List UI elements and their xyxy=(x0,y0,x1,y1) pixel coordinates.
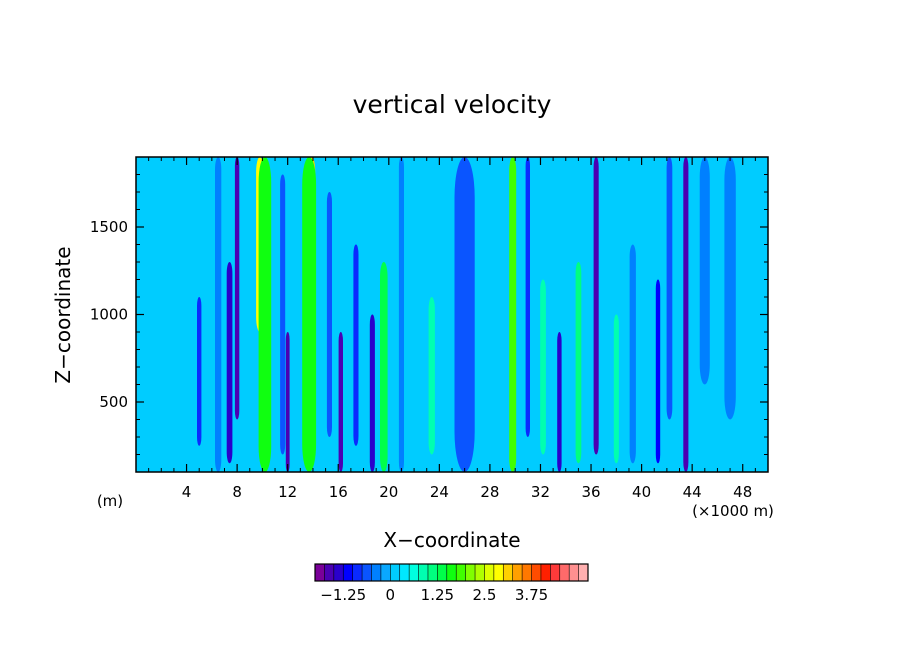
contour-feature xyxy=(454,157,475,472)
colorbar-tick-label: −1.25 xyxy=(320,586,366,604)
colorbar-cell xyxy=(333,564,344,581)
y-tick-label: 500 xyxy=(99,393,128,411)
colorbar-cell xyxy=(352,564,363,581)
contour-feature xyxy=(575,262,582,464)
colorbar: −1.25 0 1.25 2.5 3.75 xyxy=(314,563,589,604)
colorbar-cell xyxy=(531,564,542,581)
contour-feature xyxy=(629,244,636,464)
colorbar-cell xyxy=(456,564,466,581)
contour-feature xyxy=(428,297,435,455)
x-tick-label: 44 xyxy=(683,483,702,501)
contour-feature xyxy=(525,157,530,437)
contour-feature xyxy=(326,192,332,437)
colorbar-cell xyxy=(418,564,429,581)
colorbar-cell xyxy=(315,564,325,581)
contour-feature xyxy=(338,332,343,472)
colorbar-cell xyxy=(475,564,485,581)
colorbar-cell xyxy=(399,564,410,581)
colorbar-cell xyxy=(409,564,419,581)
colorbar-cell xyxy=(371,564,382,581)
colorbar-cell xyxy=(512,564,523,581)
colorbar-cell xyxy=(324,564,335,581)
colorbar-cell xyxy=(540,564,551,581)
colorbar-cell xyxy=(343,564,353,581)
contour-feature xyxy=(197,297,202,446)
colorbar-cell xyxy=(362,564,372,581)
x-tick-label: 36 xyxy=(581,483,600,501)
colorbar-tick-label: 2.5 xyxy=(473,586,497,604)
x-tick-label: 8 xyxy=(232,483,242,501)
x-tick-label: 20 xyxy=(379,483,398,501)
x-tick-label: 40 xyxy=(632,483,651,501)
contour-feature xyxy=(380,262,388,472)
contour-feature xyxy=(285,332,290,472)
x-tick-label: 12 xyxy=(278,483,297,501)
colorbar-labels: −1.25 0 1.25 2.5 3.75 xyxy=(320,586,548,604)
contour-feature xyxy=(302,157,317,472)
contour-feature xyxy=(683,157,689,472)
plot-background xyxy=(136,157,768,472)
x-tick-label: 16 xyxy=(329,483,348,501)
contour-feature xyxy=(509,157,517,472)
colorbar-cell xyxy=(465,564,476,581)
y-tick-label: 1500 xyxy=(90,218,128,236)
colorbar-cell xyxy=(437,564,448,581)
contour-feature xyxy=(666,157,673,420)
x-tick-label: 28 xyxy=(480,483,499,501)
contour-feature xyxy=(557,332,562,472)
x-unit-right: (×1000 m) xyxy=(692,502,774,520)
y-axis-ticks: 500 1000 1500 xyxy=(90,174,768,455)
contour-feature xyxy=(280,174,286,455)
contour-feature xyxy=(398,157,404,472)
x-tick-label: 32 xyxy=(531,483,550,501)
contour-feature xyxy=(699,157,710,385)
colorbar-cell xyxy=(550,564,561,581)
contour-feature xyxy=(226,262,233,464)
contour-feature xyxy=(655,279,661,464)
x-axis-ticks: 4 8 12 16 20 24 28 32 36 40 44 48 xyxy=(148,157,756,501)
colorbar-cell xyxy=(484,564,495,581)
y-axis-label: Z−coordinate xyxy=(51,246,75,383)
colorbar-cell xyxy=(503,564,513,581)
contour-feature xyxy=(353,244,359,446)
contour-feature xyxy=(724,157,736,420)
contour-feature xyxy=(234,157,240,420)
colorbar-cell xyxy=(578,564,589,581)
x-axis-label: X−coordinate xyxy=(383,528,520,552)
colorbar-tick-label: 0 xyxy=(386,586,396,604)
colorbar-cell xyxy=(446,564,457,581)
colorbar-cell xyxy=(522,564,532,581)
colorbar-cell xyxy=(569,564,579,581)
x-unit-left: (m) xyxy=(97,492,123,510)
contour-feature xyxy=(613,314,619,464)
contour-feature xyxy=(258,157,272,472)
x-tick-label: 4 xyxy=(182,483,192,501)
colorbar-cell xyxy=(390,564,401,581)
y-tick-label: 1000 xyxy=(90,306,128,324)
colorbar-frame xyxy=(314,563,589,582)
x-tick-label: 24 xyxy=(430,483,449,501)
colorbar-cell xyxy=(427,564,438,581)
colorbar-tick-label: 3.75 xyxy=(515,586,548,604)
colorbar-cell xyxy=(493,564,504,581)
colorbar-tick-label: 1.25 xyxy=(421,586,454,604)
x-tick-label: 48 xyxy=(733,483,752,501)
colorbar-cell xyxy=(380,564,391,581)
contour-fields xyxy=(197,157,736,472)
contour-feature xyxy=(540,279,546,455)
colorbar-cells xyxy=(315,564,589,581)
colorbar-cell xyxy=(559,564,570,581)
chart-title: vertical velocity xyxy=(353,90,552,119)
contour-feature xyxy=(215,157,222,472)
contour-feature xyxy=(369,314,375,472)
contour-feature xyxy=(593,157,599,455)
